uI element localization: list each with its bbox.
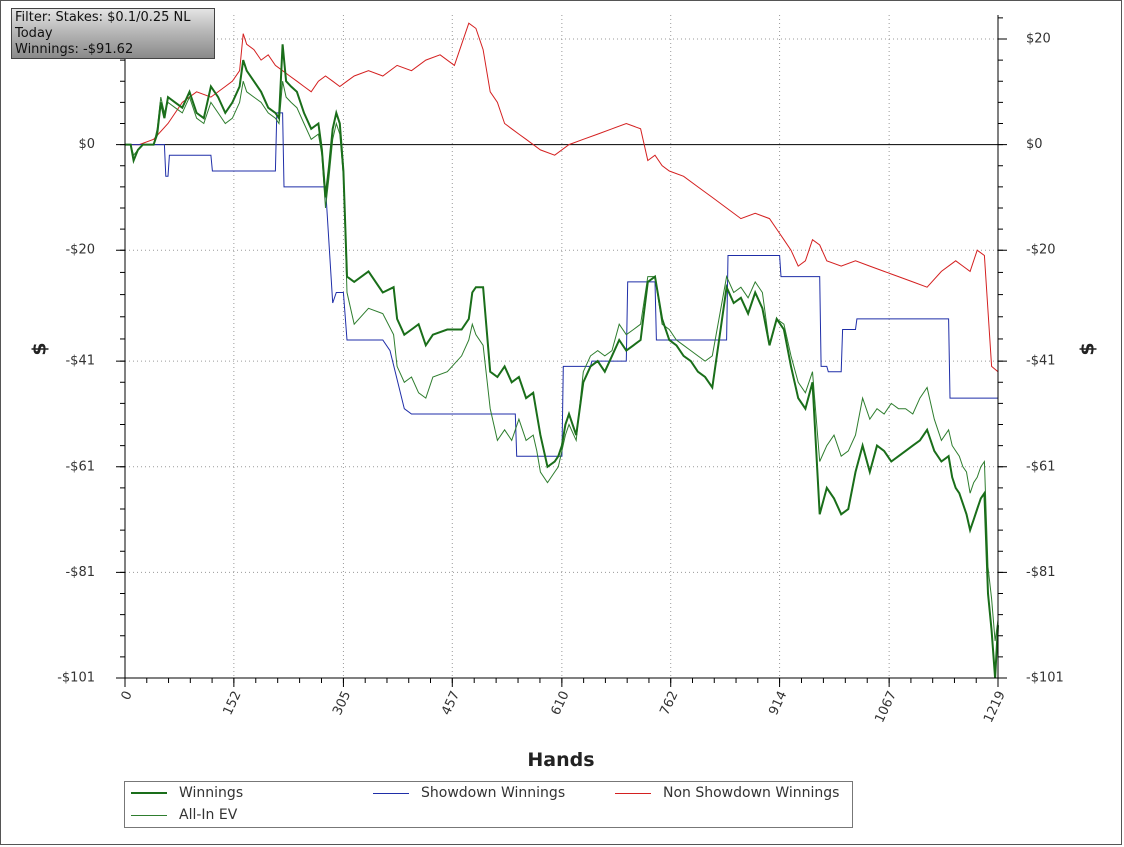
x-tick-label: 1219: [981, 689, 1009, 725]
y-tick-label-left: -$101: [57, 671, 95, 686]
x-tick-label: 610: [549, 689, 573, 718]
legend-label-non-showdown: Non Showdown Winnings: [663, 785, 840, 801]
x-tick-label: 305: [330, 689, 354, 718]
y-tick-label-right: -$81: [1026, 565, 1056, 580]
y-tick-label-right: $20: [1026, 32, 1051, 47]
x-tick-label: 457: [439, 689, 463, 718]
y-tick-label-right: -$20: [1026, 243, 1056, 258]
legend-entry-non-showdown[interactable]: Non Showdown Winnings: [615, 784, 839, 802]
legend-entry-winnings[interactable]: Winnings: [131, 784, 243, 802]
filter-info-box: Filter: Stakes: $0.1/0.25 NL Today Winni…: [11, 8, 215, 59]
y-tick-label-left: -$61: [65, 459, 95, 474]
legend-entry-all-in-ev[interactable]: All-In EV: [131, 806, 237, 824]
filter-date-text: Today: [15, 26, 53, 41]
legend-swatch-showdown: [373, 792, 409, 794]
y-tick-label-right: $0: [1026, 137, 1043, 152]
legend-swatch-winnings: [131, 792, 167, 794]
x-tick-label: 1067: [872, 689, 900, 725]
x-tick-label: 152: [221, 689, 245, 718]
legend-swatch-non-showdown: [615, 792, 651, 794]
y-axis-title-left: $: [29, 342, 51, 355]
y-axis-title-right: $: [1077, 342, 1099, 355]
y-tick-label-right: -$61: [1026, 459, 1056, 474]
y-tick-label-left: -$41: [65, 354, 95, 369]
x-tick-label: 914: [766, 689, 790, 718]
y-tick-label-left: -$20: [65, 243, 95, 258]
legend-swatch-all-in-ev: [131, 814, 167, 816]
legend-label-all-in-ev: All-In EV: [179, 807, 238, 823]
series-line-all-in-ev: [125, 81, 999, 642]
x-axis-title: Hands: [527, 749, 594, 771]
series-line-showdown-winnings: [125, 112, 998, 457]
y-tick-label-left: $0: [78, 137, 95, 152]
legend-entry-showdown[interactable]: Showdown Winnings: [373, 784, 565, 802]
series-line-winnings: [125, 44, 999, 679]
series-lines: [125, 22, 999, 679]
series-line-non-showdown-winnings: [125, 22, 999, 373]
filter-winnings-text: Winnings: -$91.62: [15, 42, 134, 57]
y-tick-label-left: -$81: [65, 565, 95, 580]
y-tick-label-right: -$101: [1026, 671, 1064, 686]
filter-stakes-text: Filter: Stakes: $0.1/0.25 NL: [15, 10, 191, 25]
legend-label-winnings: Winnings: [179, 785, 244, 801]
legend-label-showdown: Showdown Winnings: [421, 785, 566, 801]
plot-area: [125, 15, 998, 678]
y-tick-label-right: -$41: [1026, 354, 1056, 369]
chart-legend: Winnings All-In EV Showdown Winnings Non…: [124, 781, 853, 828]
x-tick-label: 762: [657, 689, 681, 718]
x-tick-label: 0: [119, 689, 136, 703]
